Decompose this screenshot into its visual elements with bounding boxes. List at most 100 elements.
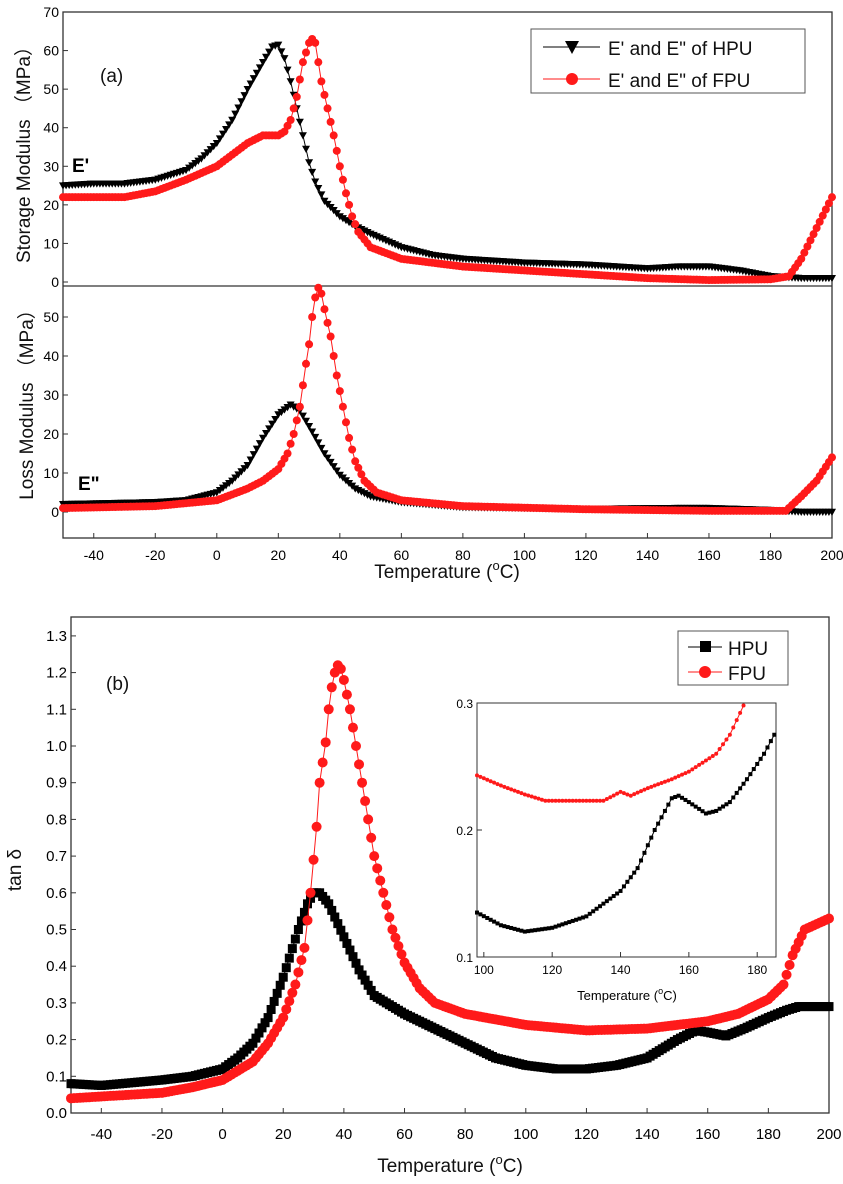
y-tick-label: 0.3: [46, 995, 67, 1012]
data-point-fpu: [311, 821, 322, 832]
data-point-fpu: [344, 704, 355, 715]
data-point-e-and-e-of-hpu: [215, 135, 224, 143]
panel-a-label: (a): [100, 66, 123, 87]
data-point-e-and-e-of-fpu: [286, 439, 295, 448]
data-point-e-and-e-of-hpu: [341, 217, 350, 225]
data-point-e-and-e-of-hpu: [283, 66, 292, 74]
x-tick-label: -40: [90, 1126, 112, 1143]
data-point-fpu: [320, 737, 331, 748]
y-tick-label: 0.5: [46, 922, 67, 939]
data-point-fpu: [632, 792, 637, 797]
data-point-e-and-e-of-hpu: [280, 55, 289, 63]
data-point-e-and-e-of-hpu: [265, 425, 274, 433]
data-point-fpu: [308, 854, 319, 865]
legend-marker-square-icon: [700, 641, 711, 652]
data-point-fpu: [721, 742, 726, 747]
x-tick-label: 120: [574, 547, 598, 563]
data-point-hpu: [290, 934, 300, 944]
data-point-e-and-e-of-fpu: [348, 445, 357, 454]
data-point-fpu: [290, 979, 301, 990]
data-point-e-and-e-of-hpu: [249, 451, 258, 459]
data-point-hpu: [727, 800, 732, 805]
data-point-e-and-e-of-fpu: [351, 457, 360, 466]
data-point-e-and-e-of-fpu: [338, 402, 347, 411]
data-point-hpu: [762, 751, 767, 756]
data-point-fpu: [778, 979, 789, 990]
data-point-fpu: [628, 793, 633, 798]
x-tick-label: 200: [820, 547, 843, 563]
data-point-fpu: [734, 718, 739, 723]
data-point-hpu: [604, 899, 609, 904]
data-point-e-and-e-of-hpu: [252, 69, 261, 77]
data-point-e-and-e-of-fpu: [320, 305, 329, 314]
data-point-e-and-e-of-fpu: [354, 463, 363, 472]
data-point-hpu: [700, 809, 705, 814]
loss-y-axis-title: Loss Modulus （MPa）: [16, 300, 38, 500]
data-point-fpu: [326, 682, 337, 693]
data-point-hpu: [697, 806, 702, 811]
y-tick-label: 0.2: [456, 824, 473, 838]
data-point-fpu: [305, 887, 316, 898]
data-point-e-and-e-of-hpu: [237, 98, 246, 106]
data-point-fpu: [281, 1004, 292, 1015]
data-point-hpu: [519, 928, 524, 933]
data-point-fpu: [481, 776, 486, 781]
data-point-fpu: [604, 797, 609, 802]
x-tick-label: 160: [695, 1126, 720, 1143]
y-tick-label: 60: [43, 43, 59, 59]
data-point-fpu: [724, 737, 729, 742]
data-point-fpu: [553, 798, 558, 803]
inset: 0.1 0.2 0.3 100 120 140 160 180 Temperature (oC…: [456, 697, 777, 1003]
y-tick-label: 40: [43, 348, 59, 364]
data-point-hpu: [339, 932, 349, 942]
data-point-hpu: [710, 809, 715, 814]
panel-b-frame: [70, 616, 830, 1114]
data-point-e-and-e-of-fpu: [815, 217, 824, 226]
data-point-hpu: [481, 914, 486, 919]
x-tick-label: 80: [455, 547, 471, 563]
data-point-e-and-e-of-hpu: [252, 445, 261, 453]
data-point-fpu: [666, 778, 671, 783]
y-tick-label: 0.1: [456, 951, 473, 965]
data-point-fpu: [396, 949, 407, 960]
data-point-fpu: [378, 887, 389, 898]
data-point-hpu: [587, 911, 592, 916]
data-point-e-and-e-of-hpu: [317, 444, 326, 453]
data-point-e-and-e-of-fpu: [323, 318, 332, 327]
y-tick-label: 0.0: [46, 1105, 67, 1122]
data-point-fpu: [492, 780, 497, 785]
data-point-e-and-e-of-fpu: [338, 175, 347, 184]
data-point-hpu: [751, 767, 756, 772]
data-point-e-and-e-of-hpu: [255, 64, 264, 72]
legend-label-hpu: HPU: [728, 639, 768, 660]
data-point-fpu: [625, 792, 630, 797]
data-point-e-and-e-of-fpu: [351, 220, 360, 229]
y-tick-label: 0.8: [46, 811, 67, 828]
data-point-e-and-e-of-hpu: [222, 126, 231, 134]
data-point-hpu: [707, 810, 712, 815]
data-point-hpu: [536, 927, 541, 932]
data-point-hpu: [611, 894, 616, 899]
data-point-e-and-e-of-hpu: [329, 463, 338, 471]
data-point-e-and-e-of-fpu: [818, 211, 827, 220]
x-tick-label: 60: [394, 547, 410, 563]
data-point-fpu: [656, 782, 661, 787]
data-point-hpu: [550, 925, 555, 930]
data-point-hpu: [574, 917, 579, 922]
legend-marker-triangle-icon: [565, 41, 579, 54]
data-point-hpu: [278, 972, 288, 982]
data-point-fpu: [645, 786, 650, 791]
data-point-fpu: [717, 747, 722, 752]
data-point-e-and-e-of-fpu: [314, 58, 323, 67]
data-point-fpu: [372, 863, 383, 874]
legend-box: [677, 630, 789, 686]
data-point-hpu: [758, 756, 763, 761]
data-point-e-and-e-of-hpu: [317, 191, 326, 199]
data-point-e-and-e-of-hpu: [295, 118, 304, 126]
data-point-fpu: [485, 777, 490, 782]
x-tick-label: 200: [816, 1126, 841, 1143]
data-point-hpu: [495, 921, 500, 926]
data-point-hpu: [254, 1028, 264, 1038]
data-point-fpu: [601, 798, 606, 803]
